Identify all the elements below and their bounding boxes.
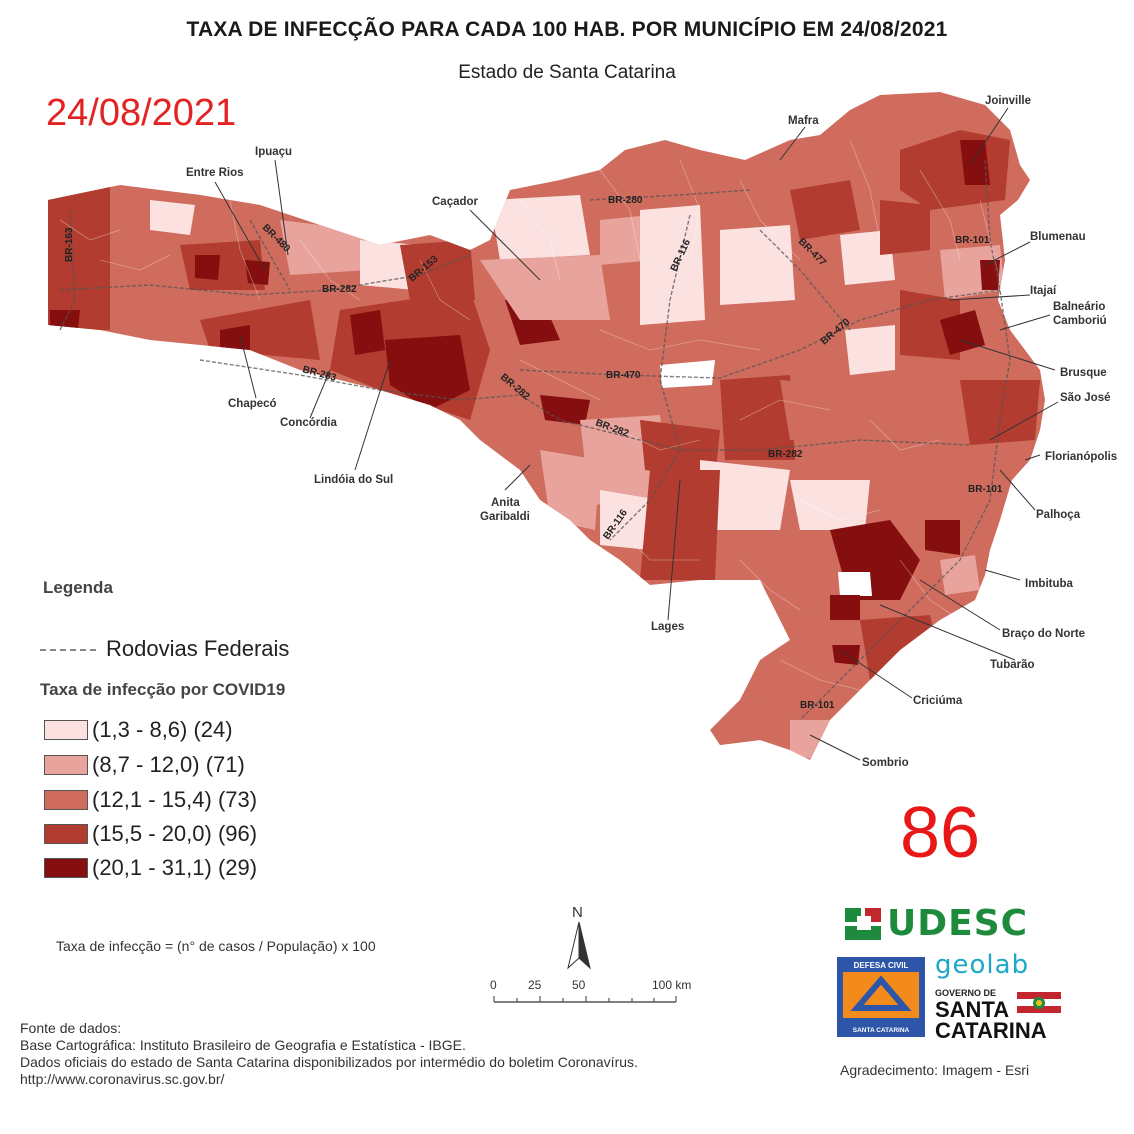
legend-class-label: (12,1 - 15,4) (73) (92, 787, 258, 812)
legend-class-label: (20,1 - 31,1) (29) (92, 855, 258, 880)
defesa-top-text: DEFESA CIVIL (853, 961, 909, 970)
legend-class-label: (8,7 - 12,0) (71) (92, 752, 245, 777)
road-label-br163: BR-163 (64, 227, 75, 262)
legend-class-label: (15,5 - 20,0) (96) (92, 821, 258, 846)
road-label-br280: BR-280 (608, 195, 643, 206)
city-label-ipuacu: Ipuaçu (255, 146, 292, 158)
sources-heading: Fonte de dados: (20, 1020, 122, 1036)
city-label-florianopolis: Florianópolis (1045, 451, 1117, 463)
scale-tick-25: 25 (528, 978, 542, 992)
legend-class-label: (1,3 - 8,6) (24) (92, 717, 233, 742)
data-sources: Fonte de dados: Base Cartográfica: Insti… (20, 1020, 638, 1088)
image-credit: Agradecimento: Imagem - Esri (840, 1062, 1030, 1078)
legend-class-2: (8,7 - 12,0) (71) (44, 752, 245, 778)
city-label-lages: Lages (651, 621, 684, 633)
geolab-logo: geolab (935, 950, 1030, 980)
city-label-camboriu: Camboriú (1053, 315, 1107, 327)
city-label-sao-jose: São José (1060, 392, 1111, 404)
scale-tick-100: 100 km (652, 978, 691, 992)
scale-tick-0: 0 (490, 978, 497, 992)
road-label-br282-a: BR-282 (322, 284, 357, 295)
city-label-blumenau: Blumenau (1030, 231, 1086, 243)
north-arrow-icon: N (567, 904, 591, 970)
formula-note: Taxa de infecção = (n° de casos / Popula… (56, 938, 376, 954)
legend-swatch (44, 790, 88, 810)
road-label-br101-a: BR-101 (955, 235, 990, 246)
city-label-mafra: Mafra (788, 115, 819, 127)
legend-road-item: Rodovias Federais (40, 636, 289, 662)
sources-line: Base Cartográfica: Instituto Brasileiro … (20, 1037, 466, 1053)
defesa-emblem-icon (843, 972, 919, 1018)
city-label-entre-rios: Entre Rios (186, 167, 244, 179)
legend-class-3: (12,1 - 15,4) (73) (44, 787, 257, 813)
city-label-anita: Anita (491, 497, 520, 509)
legend-swatch (44, 720, 88, 740)
gov-line1: GOVERNO DE (935, 988, 997, 998)
dashed-line-icon (40, 649, 96, 652)
legend-class-5: (20,1 - 31,1) (29) (44, 855, 257, 881)
sources-line: Dados oficiais do estado de Santa Catari… (20, 1054, 638, 1070)
city-label-balneario: Balneário (1053, 301, 1105, 313)
defesa-bottom-text: SANTA CATARINA (852, 1027, 910, 1034)
map-subtitle: Estado de Santa Catarina (458, 62, 676, 83)
city-label-imbituba: Imbituba (1025, 578, 1074, 590)
legend-swatch (44, 755, 88, 775)
road-label-br282-d: BR-282 (768, 449, 803, 460)
city-label-garibaldi: Garibaldi (480, 511, 530, 523)
legend-title: Legenda (43, 578, 113, 597)
gov-line3: CATARINA (935, 1018, 1047, 1043)
road-label-br101-c: BR-101 (800, 700, 835, 711)
city-label-sombrio: Sombrio (862, 757, 909, 769)
city-labels: Joinville Mafra Ipuaçu Entre Rios Caçado… (186, 95, 1117, 769)
city-label-tubarao: Tubarão (990, 659, 1035, 671)
udesc-emblem-icon (845, 907, 881, 940)
city-label-braco-do-norte: Braço do Norte (1002, 628, 1085, 640)
governo-sc-logo: GOVERNO DE SANTA CATARINA (935, 988, 1065, 1043)
legend-classes-title: Taxa de infecção por COVID19 (40, 680, 286, 699)
city-label-palhoca: Palhoça (1036, 509, 1081, 521)
legend-class-4: (15,5 - 20,0) (96) (44, 821, 257, 847)
scale-tick-50: 50 (572, 978, 586, 992)
scale-bar-graphic: 0 25 50 100 km (490, 978, 691, 1003)
city-label-lindoia-do-sul: Lindóia do Sul (314, 474, 393, 486)
city-label-concordia: Concórdia (280, 417, 337, 429)
legend-road-label: Rodovias Federais (106, 636, 290, 661)
city-label-criciuma: Criciúma (913, 695, 963, 707)
big-number: 86 (900, 793, 981, 873)
sc-flag-icon (1017, 992, 1061, 1014)
municipality-choropleth (48, 92, 1045, 760)
legend-swatch (44, 858, 88, 878)
sources-url: http://www.coronavirus.sc.gov.br/ (20, 1071, 225, 1087)
udesc-logo: UDESC (843, 903, 1028, 944)
city-label-brusque: Brusque (1060, 367, 1107, 379)
road-label-br101-b: BR-101 (968, 484, 1003, 495)
city-leader-lines (214, 107, 1059, 761)
city-label-cacador: Caçador (432, 196, 479, 208)
legend-swatch (44, 824, 88, 844)
city-label-itajai: Itajaí (1030, 285, 1057, 297)
scale-bar: 0 25 50 100 km (490, 978, 700, 1019)
north-label: N (572, 904, 583, 921)
city-label-chapeco: Chapecó (228, 398, 277, 410)
defesa-civil-logo: DEFESA CIVIL SANTA CATARINA (837, 957, 925, 1037)
udesc-wordmark: UDESC (887, 903, 1029, 944)
legend-class-1: (1,3 - 8,6) (24) (44, 717, 233, 743)
city-label-joinville: Joinville (985, 95, 1031, 107)
road-label-br470-b: BR-470 (606, 370, 641, 381)
date-stamp: 24/08/2021 (46, 92, 237, 134)
federal-highways (59, 159, 1011, 721)
municipality-borders (59, 139, 1001, 691)
map-title: TAXA DE INFECÇÃO PARA CADA 100 HAB. POR … (186, 18, 948, 41)
gov-line2: SANTA (935, 997, 1010, 1022)
